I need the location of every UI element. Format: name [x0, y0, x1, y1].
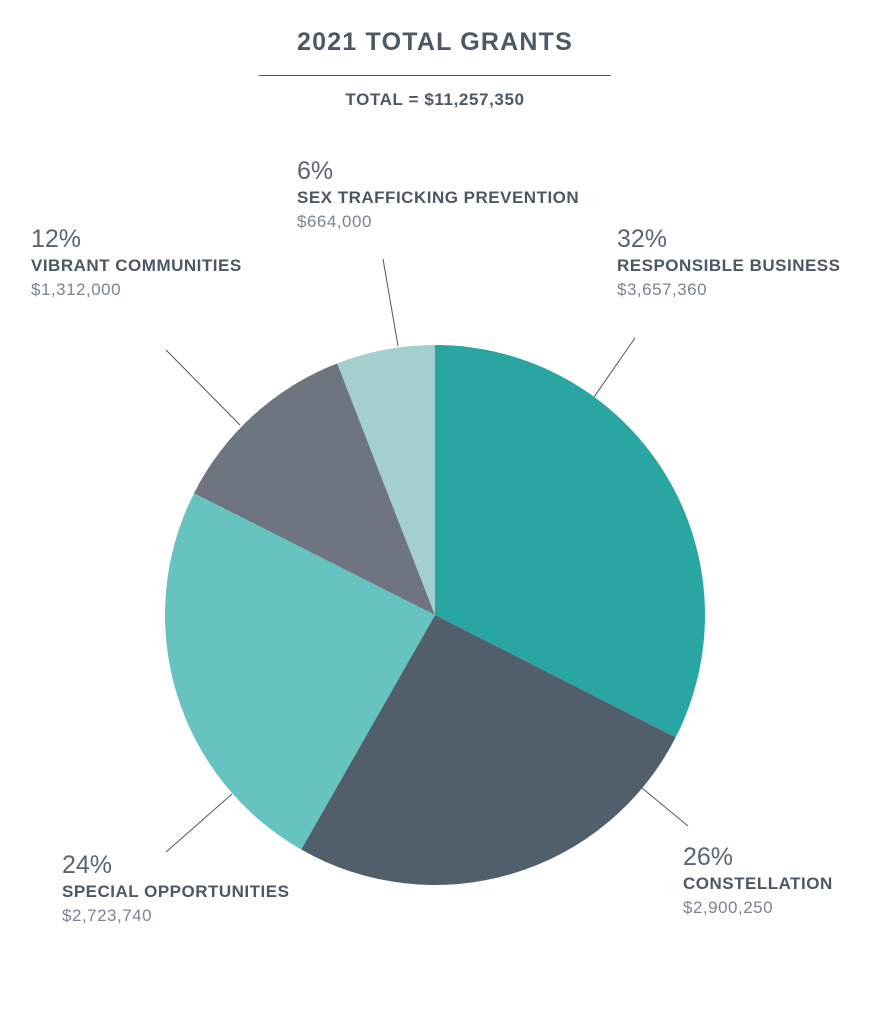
chart-subtitle: TOTAL = $11,257,350 [345, 90, 525, 109]
chart-title: 2021 TOTAL GRANTS [296, 28, 573, 56]
slice-category: VIBRANT COMMUNITIES [31, 256, 242, 275]
slice-category: SPECIAL OPPORTUNITIES [62, 882, 290, 901]
slice-label-constellation: 26% CONSTELLATION $2,900,250 [683, 842, 833, 920]
slice-vibrant-communities-leader-line [165, 349, 241, 426]
slice-label-responsible-business: 32% RESPONSIBLE BUSINESS $3,657,360 [617, 224, 841, 302]
slice-amount: $2,723,740 [62, 906, 153, 925]
slice-amount: $1,312,000 [31, 280, 122, 299]
slice-special-opportunities [164, 493, 435, 850]
slice-constellation [301, 615, 676, 886]
slice-percent: 26% [683, 843, 734, 871]
slice-percent: 12% [31, 225, 82, 253]
slice-percent: 32% [617, 225, 668, 253]
title-divider [259, 75, 611, 76]
slice-amount: $2,900,250 [683, 898, 774, 917]
slice-sex-trafficking-prevention [337, 345, 435, 615]
slice-sex-trafficking-prevention-leader-line [382, 258, 399, 347]
slice-label-sex-trafficking-prevention: 6% SEX TRAFFICKING PREVENTION $664,000 [297, 156, 579, 234]
slice-responsible-business [435, 345, 706, 738]
slice-percent: 24% [62, 851, 113, 879]
slice-percent: 6% [297, 157, 334, 185]
slice-category: CONSTELLATION [683, 874, 833, 893]
slice-amount: $3,657,360 [617, 280, 708, 299]
slice-special-opportunities-leader-line [165, 793, 233, 853]
slice-responsible-business-leader-line [593, 337, 636, 398]
slice-label-vibrant-communities: 12% VIBRANT COMMUNITIES $1,312,000 [31, 224, 242, 302]
slice-amount: $664,000 [297, 212, 372, 231]
slice-category: RESPONSIBLE BUSINESS [617, 256, 841, 275]
slice-category: SEX TRAFFICKING PREVENTION [297, 188, 580, 207]
slice-label-special-opportunities: 24% SPECIAL OPPORTUNITIES $2,723,740 [62, 850, 289, 928]
slice-constellation-leader-line [641, 787, 689, 827]
slice-vibrant-communities [194, 363, 435, 615]
